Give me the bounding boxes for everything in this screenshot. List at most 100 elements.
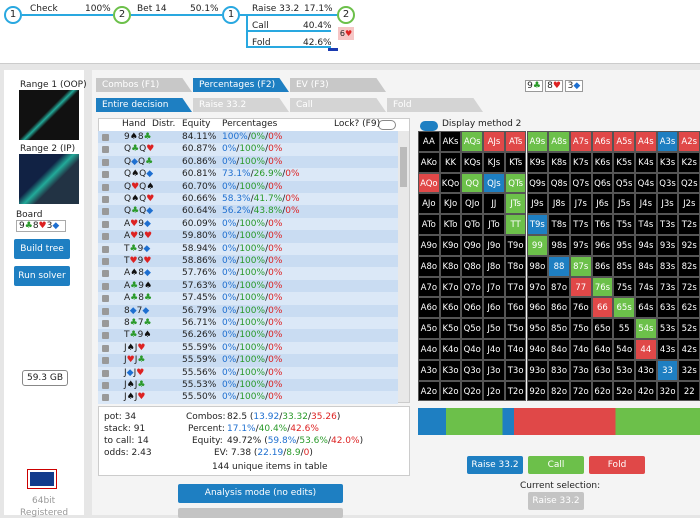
hand-cell[interactable]: A3o <box>418 359 440 381</box>
hand-cell[interactable]: A5s <box>613 131 635 152</box>
hand-cell[interactable]: J4s <box>635 193 657 215</box>
tree-node[interactable]: 2 <box>113 6 131 24</box>
hand-cell[interactable]: 22 <box>678 380 700 402</box>
hand-cell[interactable]: J3s <box>656 193 679 215</box>
table-row[interactable]: A♥9◆ 60.09% 0%/100%/0% <box>98 217 398 231</box>
hand-cell[interactable]: A9s <box>526 131 549 152</box>
hand-cell[interactable]: 63o <box>591 359 614 381</box>
hand-cell[interactable]: 74s <box>635 276 657 298</box>
hand-cell[interactable]: A6s <box>591 131 614 152</box>
hand-cell[interactable]: J7s <box>569 193 592 215</box>
hand-cell[interactable]: T8s <box>548 214 570 235</box>
hand-cell[interactable]: JTs <box>504 193 527 215</box>
hand-cell[interactable]: 42s <box>678 339 700 360</box>
button[interactable]: Build tree <box>14 239 70 259</box>
table-row[interactable]: A♣9♠ 57.63% 0%/100%/0% <box>98 279 398 293</box>
action-name[interactable]: Fold <box>252 38 271 48</box>
hand-cell[interactable]: 97o <box>526 276 549 298</box>
tab[interactable]: Percentages (F2) <box>193 78 289 92</box>
table-row[interactable]: Q♣Q♥ 60.87% 0%/100%/0% <box>98 143 398 156</box>
hand-cell[interactable]: KJs <box>483 151 505 173</box>
hand-cell[interactable]: J4o <box>483 339 505 360</box>
hand-cell[interactable]: 55 <box>613 318 635 339</box>
hand-cell[interactable]: 74o <box>569 339 592 360</box>
hand-cell[interactable]: AQo <box>418 172 440 194</box>
hand-cell[interactable]: Q9o <box>461 235 484 256</box>
table-row[interactable]: 9♠8♣ 84.11% 100%/0%/0% <box>98 131 398 144</box>
hand-cell[interactable]: AQs <box>461 131 484 152</box>
hand-cell[interactable]: A4o <box>418 339 440 360</box>
hand-cell[interactable]: AA <box>418 131 440 152</box>
hand-cell[interactable]: K6o <box>439 297 462 319</box>
table-row[interactable]: A♠8◆ 57.76% 0%/100%/0% <box>98 267 398 280</box>
hand-cell[interactable]: 43s <box>656 339 679 360</box>
table-row[interactable]: 8◆7◆ 56.79% 0%/100%/0% <box>98 304 398 317</box>
hand-cell[interactable]: A8o <box>418 255 440 277</box>
hand-cell[interactable]: J3o <box>483 359 505 381</box>
hand-cell[interactable]: 32s <box>678 359 700 381</box>
action-button[interactable]: Fold <box>589 456 645 474</box>
subtab[interactable]: Call <box>290 98 386 112</box>
table-row[interactable]: A♥9♥ 59.80% 0%/100%/0% <box>98 230 398 243</box>
hand-cell[interactable]: 63s <box>656 297 679 319</box>
button[interactable]: Run solver <box>14 266 70 286</box>
hand-cell[interactable]: 62s <box>678 297 700 319</box>
hand-cell[interactable]: K7s <box>569 151 592 173</box>
tree-node[interactable]: 1 <box>222 6 240 24</box>
tab[interactable]: Combos (F1) <box>96 78 192 92</box>
hand-cell[interactable]: J6o <box>483 297 505 319</box>
hand-cell[interactable]: ATo <box>418 214 440 235</box>
hand-cell[interactable]: 72s <box>678 276 700 298</box>
table-row[interactable]: Q♣Q◆ 60.64% 56.2%/43.8%/0% <box>98 205 398 218</box>
hand-cell[interactable]: J6s <box>591 193 614 215</box>
action-button[interactable]: Raise 33.2 <box>467 456 523 474</box>
table-row[interactable]: A♣8♣ 57.45% 0%/100%/0% <box>98 292 398 305</box>
hand-cell[interactable]: 98s <box>548 235 570 256</box>
tree-node[interactable]: 2 <box>337 6 355 24</box>
hand-cell[interactable]: T3o <box>504 359 527 381</box>
hand-cell[interactable]: 44 <box>635 339 657 360</box>
hand-cell[interactable]: 86s <box>591 255 614 277</box>
hand-cell[interactable]: T6o <box>504 297 527 319</box>
hand-cell[interactable]: 53s <box>656 318 679 339</box>
hand-cell[interactable]: 87o <box>548 276 570 298</box>
hand-cell[interactable]: 84s <box>635 255 657 277</box>
hand-cell[interactable]: Q8o <box>461 255 484 277</box>
hand-cell[interactable]: T6s <box>591 214 614 235</box>
action-button[interactable]: Call <box>528 456 584 474</box>
hand-cell[interactable]: 96s <box>591 235 614 256</box>
hand-cell[interactable]: K3s <box>656 151 679 173</box>
hand-cell[interactable]: K8o <box>439 255 462 277</box>
hand-cell[interactable]: T3s <box>656 214 679 235</box>
hand-cell[interactable]: KJo <box>439 193 462 215</box>
hand-cell[interactable]: 52o <box>613 380 635 402</box>
hand-cell[interactable]: 33 <box>656 359 679 381</box>
hand-cell[interactable]: 92o <box>526 380 549 402</box>
hand-cell[interactable]: Q2s <box>678 172 700 194</box>
table-row[interactable]: Q◆Q♣ 60.86% 0%/100%/0% <box>98 155 398 169</box>
hand-cell[interactable]: Q7s <box>569 172 592 194</box>
hand-cell[interactable]: 84o <box>548 339 570 360</box>
hand-cell[interactable]: AKs <box>439 131 462 152</box>
subtab[interactable]: Fold <box>387 98 483 112</box>
hand-cell[interactable]: KQo <box>439 172 462 194</box>
hand-cell[interactable]: A8s <box>548 131 570 152</box>
hand-cell[interactable]: 76s <box>591 276 614 298</box>
hand-cell[interactable]: Q5s <box>613 172 635 194</box>
hand-cell[interactable]: AJo <box>418 193 440 215</box>
hand-cell[interactable]: JTo <box>483 214 505 235</box>
hand-cell[interactable]: AKo <box>418 151 440 173</box>
hand-cell[interactable]: KQs <box>461 151 484 173</box>
hand-cell[interactable]: QTo <box>461 214 484 235</box>
hand-cell[interactable]: T8o <box>504 255 527 277</box>
action-name[interactable]: Bet 14 <box>137 4 167 14</box>
hand-cell[interactable]: T5s <box>613 214 635 235</box>
action-name[interactable]: Call <box>252 21 269 31</box>
hand-cell[interactable]: 52s <box>678 318 700 339</box>
table-row[interactable]: J♠J♣ 55.53% 0%/100%/0% <box>98 379 398 392</box>
hand-cell[interactable]: 92s <box>678 235 700 256</box>
hand-cell[interactable]: Q9s <box>526 172 549 194</box>
hand-cell[interactable]: 88 <box>548 255 570 277</box>
hand-cell[interactable]: 99 <box>526 235 549 256</box>
hand-cell[interactable]: T4s <box>635 214 657 235</box>
